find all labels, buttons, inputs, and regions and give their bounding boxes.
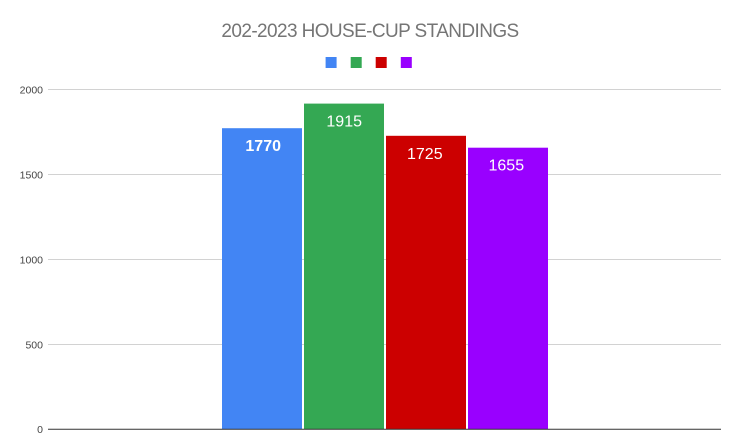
svg-text:1915: 1915 xyxy=(326,113,362,130)
svg-text:1770: 1770 xyxy=(245,138,281,155)
svg-text:500: 500 xyxy=(25,340,43,352)
svg-text:1500: 1500 xyxy=(20,170,44,182)
svg-text:202-2023 HOUSE-CUP STANDINGS: 202-2023 HOUSE-CUP STANDINGS xyxy=(221,21,518,42)
svg-text:2000: 2000 xyxy=(20,85,44,97)
svg-text:0: 0 xyxy=(37,424,43,436)
svg-text:1725: 1725 xyxy=(407,146,443,163)
svg-text:1000: 1000 xyxy=(20,255,44,267)
svg-text:1655: 1655 xyxy=(489,158,525,175)
